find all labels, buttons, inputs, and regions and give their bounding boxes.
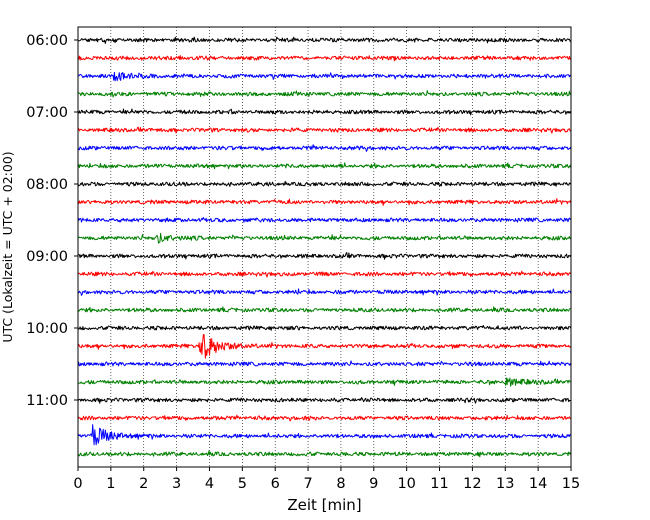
trace-0630: [77, 71, 572, 82]
x-tick-label-6: 6: [271, 476, 280, 492]
x-tick-label-10: 10: [397, 476, 415, 492]
trace-0700: [77, 108, 572, 116]
y-tick-label: 08:00: [26, 177, 68, 193]
trace-1045: [77, 377, 571, 387]
x-tick-label-14: 14: [529, 476, 547, 492]
y-tick-label: 09:00: [26, 249, 68, 265]
y-tick-label: 11:00: [26, 393, 68, 409]
trace-0800: [77, 180, 572, 187]
x-tick-label-9: 9: [369, 476, 378, 492]
trace-0645: [77, 90, 572, 98]
trace-1000: [77, 325, 572, 331]
trace-1115: [77, 414, 572, 422]
x-tick-label-7: 7: [303, 476, 312, 492]
trace-0945: [77, 306, 571, 313]
trace-0845: [77, 232, 572, 244]
trace-1015: [77, 333, 572, 359]
y-tick-label: 10:00: [26, 321, 68, 337]
x-tick-label-2: 2: [139, 476, 148, 492]
trace-1100: [77, 397, 571, 404]
plot-frame: [77, 26, 572, 468]
y-axis-label: UTC (Lokalzeit = UTC + 02:00): [0, 151, 15, 342]
trace-1145: [77, 450, 572, 458]
trace-1030: [77, 360, 572, 367]
trace-1130: [77, 424, 572, 446]
trace-0830: [77, 217, 572, 223]
trace-0600: [77, 36, 572, 44]
x-tick-label-0: 0: [73, 476, 82, 492]
trace-0930: [77, 288, 572, 296]
x-tick-label-5: 5: [238, 476, 247, 492]
grid-lines: [110, 27, 539, 467]
y-axis-ticks: 06:00 07:00 08:00 09:00 10:00 11:00: [26, 33, 78, 409]
x-tick-label-8: 8: [336, 476, 345, 492]
x-tick-label-15: 15: [562, 476, 580, 492]
trace-0745: [77, 162, 572, 170]
trace-0915: [77, 270, 572, 278]
trace-0900: [77, 252, 572, 260]
x-tick-label-13: 13: [496, 476, 514, 492]
trace-0730: [77, 144, 572, 152]
trace-0815: [77, 198, 572, 206]
seismogram-traces: [77, 36, 572, 458]
y-tick-label: 07:00: [26, 105, 68, 121]
y-tick-label: 06:00: [26, 33, 68, 49]
x-tick-label-1: 1: [106, 476, 115, 492]
x-tick-label-4: 4: [205, 476, 214, 492]
x-axis-label: Zeit [min]: [287, 496, 361, 514]
x-tick-label-11: 11: [430, 476, 448, 492]
trace-0615: [77, 55, 572, 62]
x-tick-label-12: 12: [463, 476, 481, 492]
x-tick-label-3: 3: [172, 476, 181, 492]
x-axis-ticks: 0 1 2 3 4 5 6 7 8 9 10 11 12 13 14 15: [73, 467, 580, 492]
trace-0715: [77, 126, 572, 134]
